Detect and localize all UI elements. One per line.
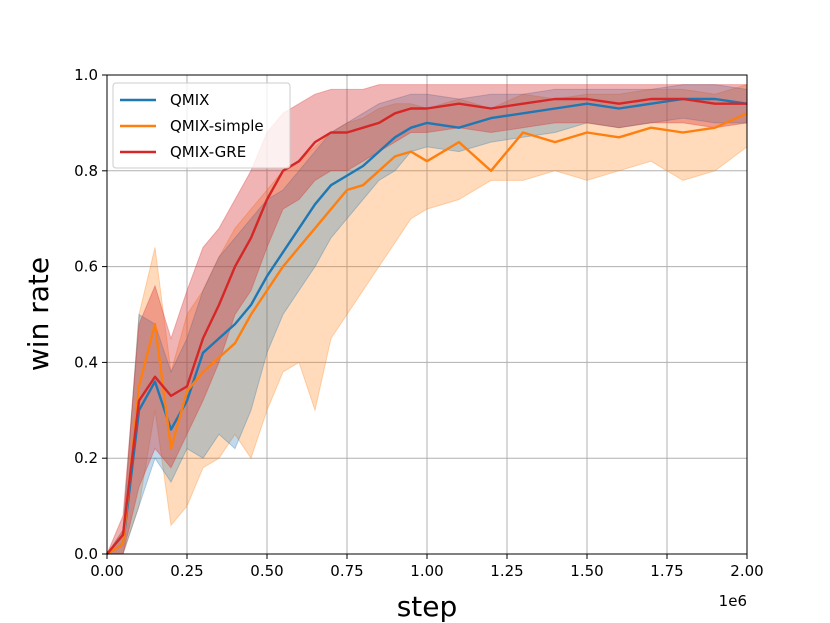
legend-box: [112, 82, 291, 169]
legend-label: QMIX: [170, 91, 209, 109]
x-tick-label: 0.25: [170, 562, 203, 580]
x-tick-label: 0.50: [250, 562, 283, 580]
x-tick-label: 2.00: [730, 562, 763, 580]
legend-label: QMIX-GRE: [170, 143, 246, 161]
x-tick-label: 0.00: [90, 562, 123, 580]
legend-label: QMIX-simple: [170, 117, 264, 135]
x-offset-label: 1e6: [719, 592, 747, 610]
x-tick-label: 0.75: [330, 562, 363, 580]
series-lines: [106, 97, 748, 556]
y-axis-title: win rate: [22, 257, 55, 371]
x-tick-label: 1.25: [490, 562, 523, 580]
legend: QMIX QMIX-simple QMIX-GRE: [112, 82, 291, 169]
y-tick-label: 0.0: [74, 545, 98, 563]
x-axis-title: step: [397, 590, 458, 623]
y-tick-label: 0.8: [74, 162, 98, 180]
x-tick-label: 1.00: [410, 562, 443, 580]
y-tick-label: 0.2: [74, 449, 98, 467]
y-axis-ticks: 0.0 0.2 0.4 0.6 0.8 1.0: [74, 66, 107, 563]
y-tick-label: 0.6: [74, 258, 98, 276]
x-tick-label: 1.75: [650, 562, 683, 580]
x-axis-ticks: 0.00 0.25 0.50 0.75 1.00 1.25 1.50 1.75 2.00: [90, 554, 764, 580]
y-tick-label: 1.0: [74, 66, 98, 84]
y-tick-label: 0.4: [74, 353, 98, 371]
x-tick-label: 1.50: [570, 562, 603, 580]
